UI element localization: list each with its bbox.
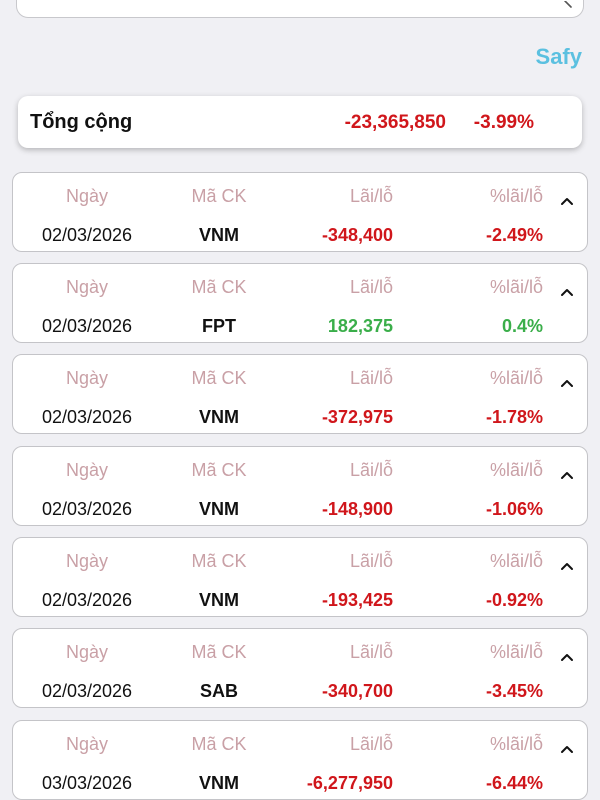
pnl-header: Lãi/lỗ bbox=[349, 277, 393, 297]
ticker-header: Mã CK bbox=[191, 368, 247, 388]
ticker-header: Mã CK bbox=[191, 277, 247, 297]
pnl-card[interactable]: Ngày Mã CK Lãi/lỗ %lãi/lỗ 02/03/2026 VNM… bbox=[12, 537, 588, 617]
pnl-percent-header: %lãi/lỗ bbox=[489, 642, 543, 662]
pnl-header: Lãi/lỗ bbox=[349, 186, 393, 206]
pnl-percent-header: %lãi/lỗ bbox=[489, 368, 543, 388]
date-header: Ngày bbox=[65, 642, 109, 662]
ticker-header: Mã CK bbox=[191, 642, 247, 662]
pnl-value: -148,900 bbox=[321, 499, 393, 519]
ticker-header: Mã CK bbox=[191, 734, 247, 754]
ticker-header: Mã CK bbox=[191, 460, 247, 480]
chevron-up-icon[interactable] bbox=[559, 193, 575, 209]
summary-label: Tổng cộng bbox=[30, 111, 133, 133]
ticker-value: VNM bbox=[199, 590, 239, 610]
ticker-value: VNM bbox=[199, 225, 239, 245]
summary-value: -23,365,850 bbox=[344, 112, 446, 133]
pnl-percent-header: %lãi/lỗ bbox=[489, 277, 543, 297]
date-value: 02/03/2026 bbox=[41, 681, 133, 701]
pnl-header: Lãi/lỗ bbox=[349, 642, 393, 662]
pnl-card[interactable]: Ngày Mã CK Lãi/lỗ %lãi/lỗ 02/03/2026 VNM… bbox=[12, 354, 588, 434]
brand-logo: Safy bbox=[535, 44, 582, 69]
pnl-card[interactable]: Ngày Mã CK Lãi/lỗ %lãi/lỗ 02/03/2026 FPT… bbox=[12, 263, 588, 343]
ticker-header: Mã CK bbox=[191, 551, 247, 571]
date-value: 02/03/2026 bbox=[41, 316, 133, 336]
pnl-value: -372,975 bbox=[321, 407, 393, 427]
pnl-card[interactable]: Ngày Mã CK Lãi/lỗ %lãi/lỗ 02/03/2026 SAB… bbox=[12, 628, 588, 708]
pnl-value: -6,277,950 bbox=[306, 773, 393, 793]
pnl-percent-header: %lãi/lỗ bbox=[489, 186, 543, 206]
search-input[interactable] bbox=[16, 0, 584, 18]
date-header: Ngày bbox=[65, 460, 109, 480]
chevron-up-icon[interactable] bbox=[559, 741, 575, 757]
pnl-value: -348,400 bbox=[321, 225, 393, 245]
ticker-value: VNM bbox=[199, 499, 239, 519]
pnl-value: -193,425 bbox=[321, 590, 393, 610]
chevron-up-icon[interactable] bbox=[559, 467, 575, 483]
pnl-percent-value: 0.4% bbox=[501, 316, 543, 336]
ticker-value: VNM bbox=[199, 407, 239, 427]
pnl-percent-value: -0.92% bbox=[485, 590, 543, 610]
pnl-card[interactable]: Ngày Mã CK Lãi/lỗ %lãi/lỗ 02/03/2026 VNM… bbox=[12, 172, 588, 252]
date-value: 02/03/2026 bbox=[41, 499, 133, 519]
pnl-header: Lãi/lỗ bbox=[349, 551, 393, 571]
ticker-value: VNM bbox=[199, 773, 239, 793]
date-value: 02/03/2026 bbox=[41, 225, 133, 245]
date-value: 03/03/2026 bbox=[41, 773, 133, 793]
summary-percent: -3.99% bbox=[473, 112, 534, 133]
pnl-percent-value: -6.44% bbox=[485, 773, 543, 793]
pnl-percent-value: -1.78% bbox=[485, 407, 543, 427]
summary-card: Tổng cộng -23,365,850 -3.99% bbox=[18, 96, 582, 148]
pnl-card[interactable]: Ngày Mã CK Lãi/lỗ %lãi/lỗ 03/03/2026 VNM… bbox=[12, 720, 588, 800]
date-header: Ngày bbox=[65, 277, 109, 297]
ticker-value: SAB bbox=[199, 681, 239, 701]
date-value: 02/03/2026 bbox=[41, 590, 133, 610]
ticker-header: Mã CK bbox=[191, 186, 247, 206]
chevron-up-icon[interactable] bbox=[559, 284, 575, 300]
chevron-up-icon[interactable] bbox=[559, 649, 575, 665]
pnl-percent-header: %lãi/lỗ bbox=[489, 551, 543, 571]
date-value: 02/03/2026 bbox=[41, 407, 133, 427]
search-icon bbox=[564, 1, 572, 8]
pnl-value: 182,375 bbox=[327, 316, 393, 336]
pnl-percent-value: -3.45% bbox=[485, 681, 543, 701]
pnl-card[interactable]: Ngày Mã CK Lãi/lỗ %lãi/lỗ 02/03/2026 VNM… bbox=[12, 446, 588, 526]
date-header: Ngày bbox=[65, 551, 109, 571]
pnl-percent-value: -2.49% bbox=[485, 225, 543, 245]
chevron-up-icon[interactable] bbox=[559, 558, 575, 574]
pnl-percent-header: %lãi/lỗ bbox=[489, 734, 543, 754]
ticker-value: FPT bbox=[202, 316, 236, 336]
pnl-value: -340,700 bbox=[321, 681, 393, 701]
pnl-percent-value: -1.06% bbox=[485, 499, 543, 519]
date-header: Ngày bbox=[65, 734, 109, 754]
date-header: Ngày bbox=[65, 368, 109, 388]
chevron-up-icon[interactable] bbox=[559, 375, 575, 391]
pnl-header: Lãi/lỗ bbox=[349, 460, 393, 480]
date-header: Ngày bbox=[65, 186, 109, 206]
pnl-percent-header: %lãi/lỗ bbox=[489, 460, 543, 480]
pnl-header: Lãi/lỗ bbox=[349, 734, 393, 754]
pnl-header: Lãi/lỗ bbox=[349, 368, 393, 388]
